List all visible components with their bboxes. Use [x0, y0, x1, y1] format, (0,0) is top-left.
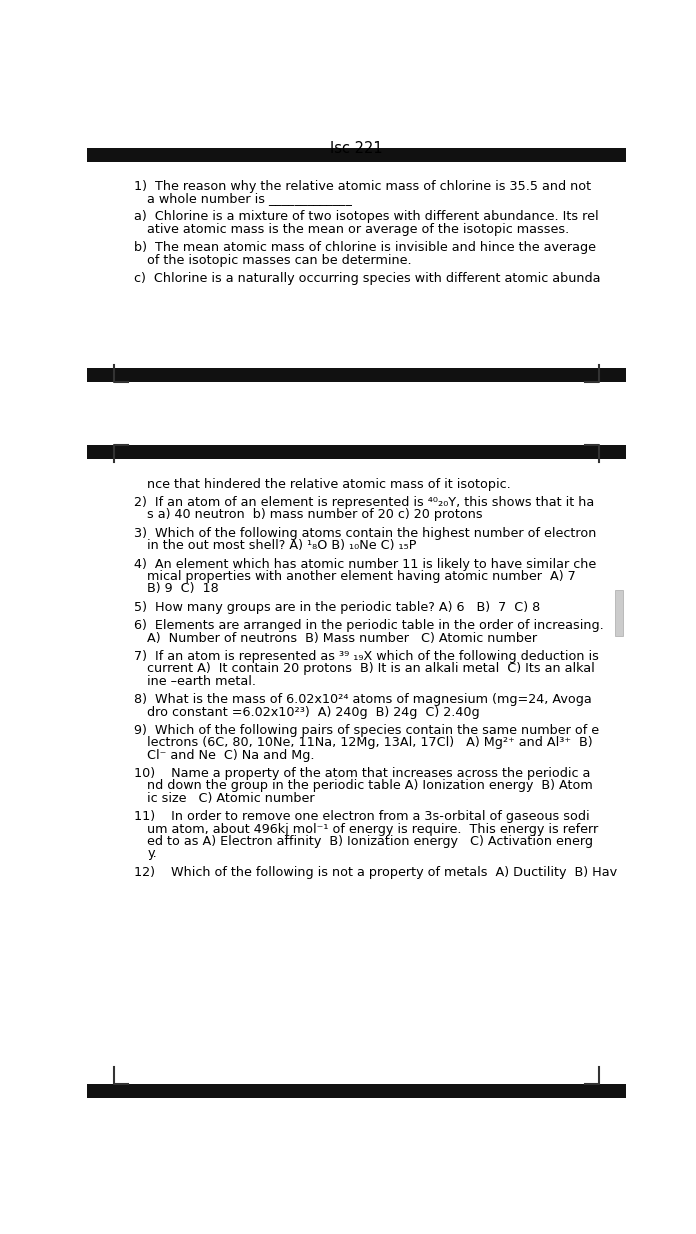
Text: ine –earth metal.: ine –earth metal.	[148, 675, 256, 687]
Bar	[87, 445, 626, 459]
Bar	[87, 1085, 626, 1098]
Text: 6)  Elements are arranged in the periodic table in the order of increasing.: 6) Elements are arranged in the periodic…	[134, 619, 603, 632]
Text: 10)    Name a property of the atom that increases across the periodic a: 10) Name a property of the atom that inc…	[134, 768, 590, 780]
Text: current A)  It contain 20 protons  B) It is an alkali metal  C) Its an alkal: current A) It contain 20 protons B) It i…	[148, 663, 595, 675]
Text: 4)  An element which has atomic number 11 is likely to have similar che: 4) An element which has atomic number 11…	[134, 558, 596, 570]
Text: 3)  Which of the following atoms contain the highest number of electron: 3) Which of the following atoms contain …	[134, 527, 596, 540]
Text: 12)    Which of the following is not a property of metals  A) Ductility  B) Hav: 12) Which of the following is not a prop…	[134, 866, 617, 879]
Text: 8)  What is the mass of 6.02x10²⁴ atoms of magnesium (mg=24, Avoga: 8) What is the mass of 6.02x10²⁴ atoms o…	[134, 694, 591, 706]
Text: 9)  Which of the following pairs of species contain the same number of e: 9) Which of the following pairs of speci…	[134, 724, 599, 737]
Text: dro constant =6.02x10²³)  A) 240g  B) 24g  C) 2.40g: dro constant =6.02x10²³) A) 240g B) 24g …	[148, 706, 480, 718]
Text: b)  The mean atomic mass of chlorine is invisible and hince the average: b) The mean atomic mass of chlorine is i…	[134, 242, 596, 254]
Text: 5)  How many groups are in the periodic table? A) 6   B)  7  C) 8: 5) How many groups are in the periodic t…	[134, 601, 540, 613]
Text: ic size   C) Atomic number: ic size C) Atomic number	[148, 792, 315, 805]
Text: 11)    In order to remove one electron from a 3s-orbital of gaseous sodi: 11) In order to remove one electron from…	[134, 811, 589, 823]
Text: ative atomic mass is the mean or average of the isotopic masses.: ative atomic mass is the mean or average…	[148, 223, 570, 236]
Text: a)  Chlorine is a mixture of two isotopes with different abundance. Its rel: a) Chlorine is a mixture of two isotopes…	[134, 211, 598, 223]
Text: c)  Chlorine is a naturally occurring species with different atomic abunda: c) Chlorine is a naturally occurring spe…	[134, 271, 600, 285]
Bar	[87, 148, 626, 162]
Text: nce that hindered the relative atomic mass of it isotopic.: nce that hindered the relative atomic ma…	[148, 478, 511, 491]
Text: Cl⁻ and Ne  C) Na and Mg.: Cl⁻ and Ne C) Na and Mg.	[148, 749, 315, 761]
Bar	[87, 368, 626, 383]
Text: 2)  If an atom of an element is represented is ⁴⁰₂₀Y, this shows that it ha: 2) If an atom of an element is represent…	[134, 496, 594, 510]
Text: ed to as A) Electron affinity  B) Ionization energy   C) Activation energ: ed to as A) Electron affinity B) Ionizat…	[148, 835, 594, 848]
Text: of the isotopic masses can be determine.: of the isotopic masses can be determine.	[148, 253, 412, 267]
Text: a whole number is _____________: a whole number is _____________	[148, 193, 352, 205]
Text: mical properties with another element having atomic number  A) 7: mical properties with another element ha…	[148, 570, 576, 582]
Text: Isc 221: Isc 221	[331, 141, 383, 155]
Bar	[615, 590, 624, 637]
Text: B) 9  C)  18: B) 9 C) 18	[148, 582, 219, 595]
Text: um atom, about 496kj mol⁻¹ of energy is require.  This energy is referr: um atom, about 496kj mol⁻¹ of energy is …	[148, 823, 599, 835]
Text: 1)  The reason why the relative atomic mass of chlorine is 35.5 and not: 1) The reason why the relative atomic ma…	[134, 180, 591, 193]
Text: A)  Number of neutrons  B) Mass number   C) Atomic number: A) Number of neutrons B) Mass number C) …	[148, 632, 537, 644]
Text: lectrons (6C, 80, 10Ne, 11Na, 12Mg, 13Al, 17Cl)   A) Mg²⁺ and Al³⁺  B): lectrons (6C, 80, 10Ne, 11Na, 12Mg, 13Al…	[148, 737, 593, 749]
Text: 7)  If an atom is represented as ³⁹ ₁₉X which of the following deduction is: 7) If an atom is represented as ³⁹ ₁₉X w…	[134, 650, 599, 663]
Text: s a) 40 neutron  b) mass number of 20 c) 20 protons: s a) 40 neutron b) mass number of 20 c) …	[148, 508, 483, 522]
Text: nd down the group in the periodic table A) Ionization energy  B) Atom: nd down the group in the periodic table …	[148, 780, 593, 792]
Text: in the out most shell? A) ¹₈O B) ₁₀Ne C) ₁₅P: in the out most shell? A) ¹₈O B) ₁₀Ne C)…	[148, 539, 417, 553]
Text: y.: y.	[148, 848, 157, 860]
